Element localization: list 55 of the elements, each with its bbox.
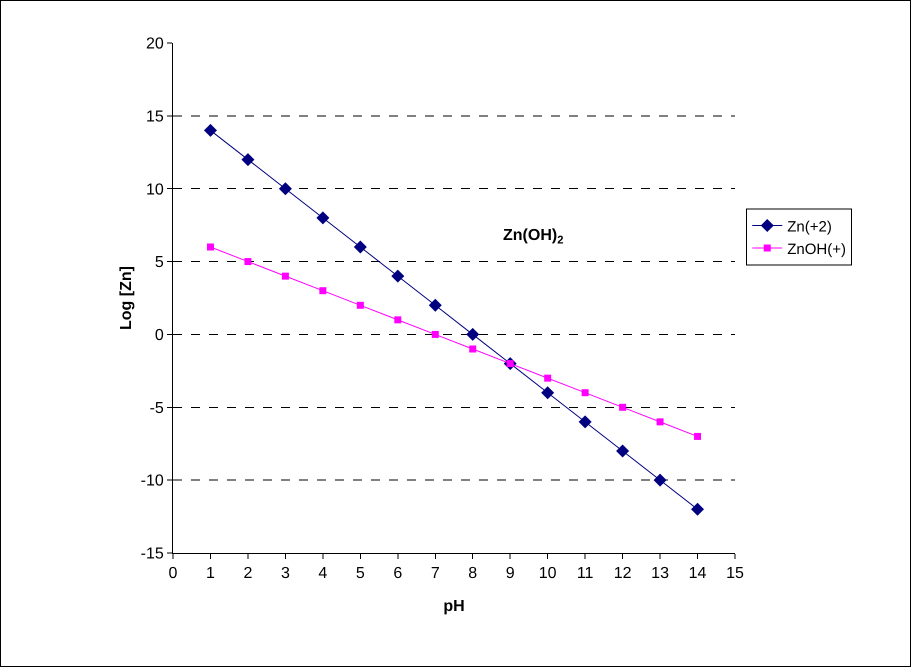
- point: [241, 153, 254, 166]
- point: [694, 432, 702, 440]
- point: [244, 258, 252, 266]
- point: [391, 270, 404, 283]
- point: [206, 244, 214, 250]
- point: [616, 444, 630, 458]
- legend-label: ZnOH(+): [787, 240, 846, 258]
- point: [469, 346, 476, 352]
- y-tick-label: 0: [154, 327, 164, 344]
- point: [282, 272, 289, 280]
- point: [354, 240, 367, 254]
- x-axis-title: pH: [443, 598, 465, 615]
- point: [656, 418, 664, 426]
- point: [691, 502, 704, 516]
- y-tick-label: -15: [140, 546, 164, 563]
- point: [544, 374, 552, 382]
- x-tick-label: 2: [243, 565, 252, 582]
- point: [654, 474, 667, 487]
- point: [316, 211, 330, 224]
- x-tick-label: 13: [651, 565, 670, 582]
- y-tick-label: 20: [146, 36, 164, 53]
- point: [619, 404, 626, 411]
- x-tick-label: 11: [576, 565, 594, 582]
- point: [356, 302, 364, 309]
- x-tick-label: 15: [726, 565, 744, 582]
- x-tick-label: 12: [614, 565, 632, 582]
- x-tick-label: 5: [356, 565, 365, 582]
- point: [466, 328, 480, 341]
- x-tick-label: 0: [168, 565, 178, 582]
- x-tick-label: 4: [318, 565, 328, 582]
- point: [428, 298, 442, 312]
- point: [432, 330, 439, 338]
- point: [278, 182, 292, 196]
- x-tick-label: 3: [280, 565, 290, 582]
- x-tick-label: 1: [206, 565, 216, 582]
- x-tick-label: 6: [393, 565, 402, 582]
- y-tick-label: 5: [154, 254, 164, 272]
- x-tick-label: 9: [506, 565, 515, 582]
- point: [582, 389, 589, 396]
- y-tick-label: 15: [146, 108, 164, 126]
- y-tick-label: -5: [150, 400, 164, 417]
- y-tick-label: -10: [140, 472, 164, 490]
- point: [578, 415, 592, 428]
- point: [319, 287, 326, 294]
- x-tick-label: 14: [688, 565, 707, 582]
- y-tick-label: 10: [146, 181, 164, 198]
- point: [204, 124, 217, 137]
- annotation: Zn(OH)$_{2}$: [503, 227, 564, 246]
- point: [394, 316, 402, 324]
- x-tick-label: 10: [538, 565, 557, 582]
- x-tick-label: 8: [468, 565, 478, 582]
- x-tick-label: 7: [430, 565, 440, 582]
- legend-label: Zn(+2): [787, 218, 832, 236]
- point: [541, 386, 554, 400]
- y-axis-title: Log [Zn]: [118, 266, 135, 330]
